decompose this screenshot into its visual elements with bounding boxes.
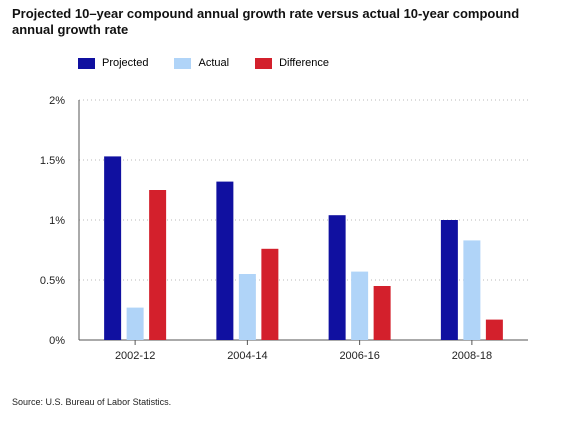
legend-item-projected[interactable]: Projected	[78, 57, 148, 69]
bar-projected-2008-18	[440, 220, 458, 340]
bar-projected-2004-14	[216, 181, 234, 340]
y-tick-label: 1%	[49, 215, 65, 227]
bar-projected-2006-16	[328, 215, 346, 340]
x-tick-label: 2006-16	[339, 350, 379, 362]
chart-title: Projected 10–year compound annual growth…	[12, 6, 520, 37]
y-tick-label: 0.5%	[40, 275, 65, 287]
legend-item-difference[interactable]: Difference	[255, 57, 329, 69]
bar-projected-2002-12	[104, 156, 122, 340]
legend-label-actual: Actual	[198, 57, 230, 69]
bar-actual-2002-12	[126, 307, 144, 340]
bar-difference-2008-18	[485, 319, 503, 340]
source-note: Source: U.S. Bureau of Labor Statistics.	[12, 397, 172, 407]
x-tick-label: 2004-14	[227, 350, 267, 362]
legend-swatch-actual	[174, 57, 192, 69]
legend-swatch-difference	[255, 57, 273, 69]
legend: Projected Actual Difference	[78, 57, 355, 69]
bar-actual-2006-16	[351, 271, 369, 340]
y-tick-label: 2%	[49, 95, 65, 107]
y-tick-label: 1.5%	[40, 155, 65, 167]
bar-actual-2004-14	[238, 274, 256, 340]
bar-difference-2002-12	[149, 190, 167, 340]
bar-difference-2006-16	[373, 286, 391, 340]
legend-label-projected: Projected	[102, 57, 149, 69]
bar-difference-2004-14	[261, 248, 279, 340]
bar-actual-2008-18	[463, 240, 481, 340]
legend-swatch-projected	[78, 57, 95, 69]
x-tick-label: 2002-12	[115, 350, 155, 362]
legend-item-actual[interactable]: Actual	[174, 57, 229, 69]
y-tick-label: 0%	[49, 335, 65, 347]
legend-label-difference: Difference	[279, 57, 329, 69]
x-tick-label: 2008-18	[452, 350, 492, 362]
